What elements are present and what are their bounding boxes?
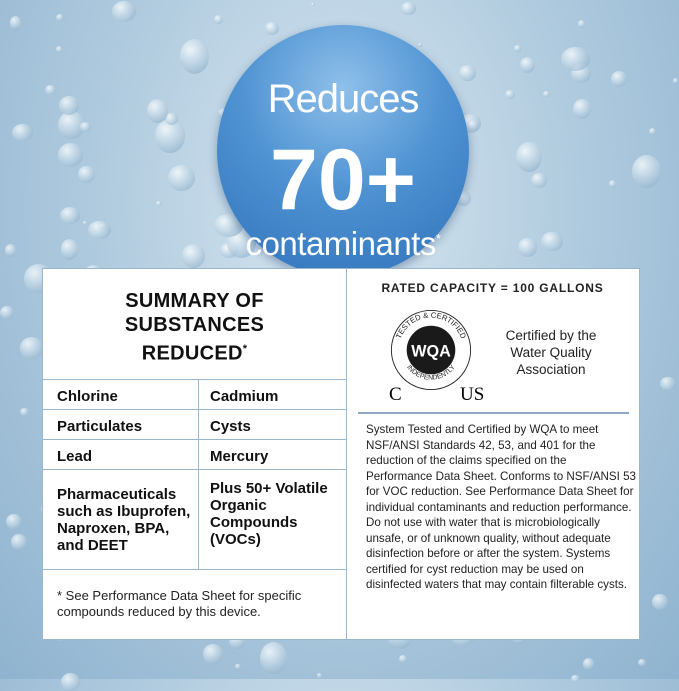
water-droplet	[235, 663, 241, 669]
wqa-seal-logo: WQA TESTED & CERTIFIED INDEPENDENTLY	[390, 309, 472, 391]
water-droplet	[111, 0, 137, 22]
water-droplet	[466, 120, 480, 131]
table-row: Pharmaceuticals such as Ibuprofen, Napro…	[43, 469, 346, 570]
water-droplet	[19, 337, 43, 359]
water-droplet	[459, 64, 476, 82]
water-droplet	[631, 155, 661, 188]
badge-line1: Reduces	[267, 77, 420, 121]
water-droplet	[168, 165, 196, 191]
water-droplet	[58, 142, 84, 167]
info-panel: SUMMARY OF SUBSTANCES REDUCED* Chlorine C…	[42, 268, 640, 640]
water-droplet	[88, 220, 111, 239]
water-droplet	[519, 56, 536, 74]
certification-body-text: System Tested and Certified by WQA to me…	[366, 423, 636, 591]
water-droplet	[202, 644, 224, 664]
table-row: Chlorine Cadmium	[43, 379, 346, 410]
water-droplet	[164, 112, 179, 125]
water-droplet	[560, 46, 591, 71]
badge-number: 70+	[270, 132, 416, 228]
water-droplet	[5, 513, 23, 530]
table-row: Lead Mercury	[43, 439, 346, 470]
water-droplet	[11, 533, 27, 550]
water-droplet	[399, 655, 407, 664]
water-droplet	[78, 165, 96, 183]
water-droplet	[181, 244, 205, 268]
summary-section: SUMMARY OF SUBSTANCES REDUCED* Chlorine C…	[43, 269, 347, 639]
water-droplet	[59, 207, 81, 225]
water-droplet	[79, 121, 92, 132]
water-droplet	[259, 642, 287, 675]
summary-title: SUMMARY OF SUBSTANCES REDUCED*	[124, 290, 265, 365]
water-droplet	[0, 305, 15, 319]
water-droplet	[637, 658, 647, 666]
water-droplet	[59, 96, 79, 116]
water-droplet	[20, 407, 29, 416]
water-droplet	[401, 2, 416, 16]
water-droplet	[652, 593, 668, 610]
water-droplet	[179, 39, 210, 75]
water-droplet	[504, 89, 516, 100]
water-droplet	[55, 14, 64, 22]
rated-capacity: RATED CAPACITY = 100 GALLONS	[381, 281, 604, 295]
seal-us: US	[460, 384, 485, 405]
water-droplet	[311, 2, 316, 7]
divider	[358, 412, 629, 414]
water-droplet	[648, 128, 657, 136]
water-droplet	[417, 42, 423, 47]
seal-c: C	[389, 384, 402, 405]
water-droplet	[516, 141, 542, 173]
seal-center: WQA	[411, 342, 451, 360]
water-droplet	[543, 91, 550, 97]
water-droplet	[56, 46, 63, 54]
water-droplet	[213, 14, 223, 24]
certification-section: RATED CAPACITY = 100 GALLONS WQA TESTED …	[346, 269, 639, 639]
water-droplet	[9, 15, 22, 30]
water-droplet	[60, 672, 80, 691]
water-droplet	[214, 213, 244, 237]
water-droplet	[611, 71, 628, 88]
water-droplet	[541, 231, 563, 252]
water-droplet	[577, 19, 586, 28]
water-droplet	[147, 98, 169, 124]
table-row: Particulates Cysts	[43, 409, 346, 440]
water-droplet	[4, 244, 16, 258]
water-droplet	[518, 238, 537, 257]
water-droplet	[264, 21, 280, 35]
water-droplet	[12, 124, 34, 141]
water-droplet	[530, 173, 547, 188]
water-droplet	[660, 376, 676, 390]
water-droplet	[572, 98, 591, 120]
water-droplet	[608, 179, 616, 188]
water-droplet	[60, 239, 79, 261]
badge-line3: contaminants*	[245, 225, 441, 262]
summary-footnote: * See Performance Data Sheet for specifi…	[43, 569, 346, 620]
water-droplet	[317, 672, 323, 678]
certified-by-text: Certified by the Water Quality Associati…	[505, 328, 597, 377]
water-droplet	[582, 657, 594, 670]
water-droplet	[673, 77, 679, 84]
column-divider	[198, 379, 199, 569]
water-droplet	[45, 84, 56, 96]
water-droplet	[156, 201, 163, 207]
water-droplet	[514, 45, 521, 52]
contaminants-badge: Reduces 70+ contaminants*	[217, 25, 469, 277]
water-droplet	[82, 221, 88, 226]
